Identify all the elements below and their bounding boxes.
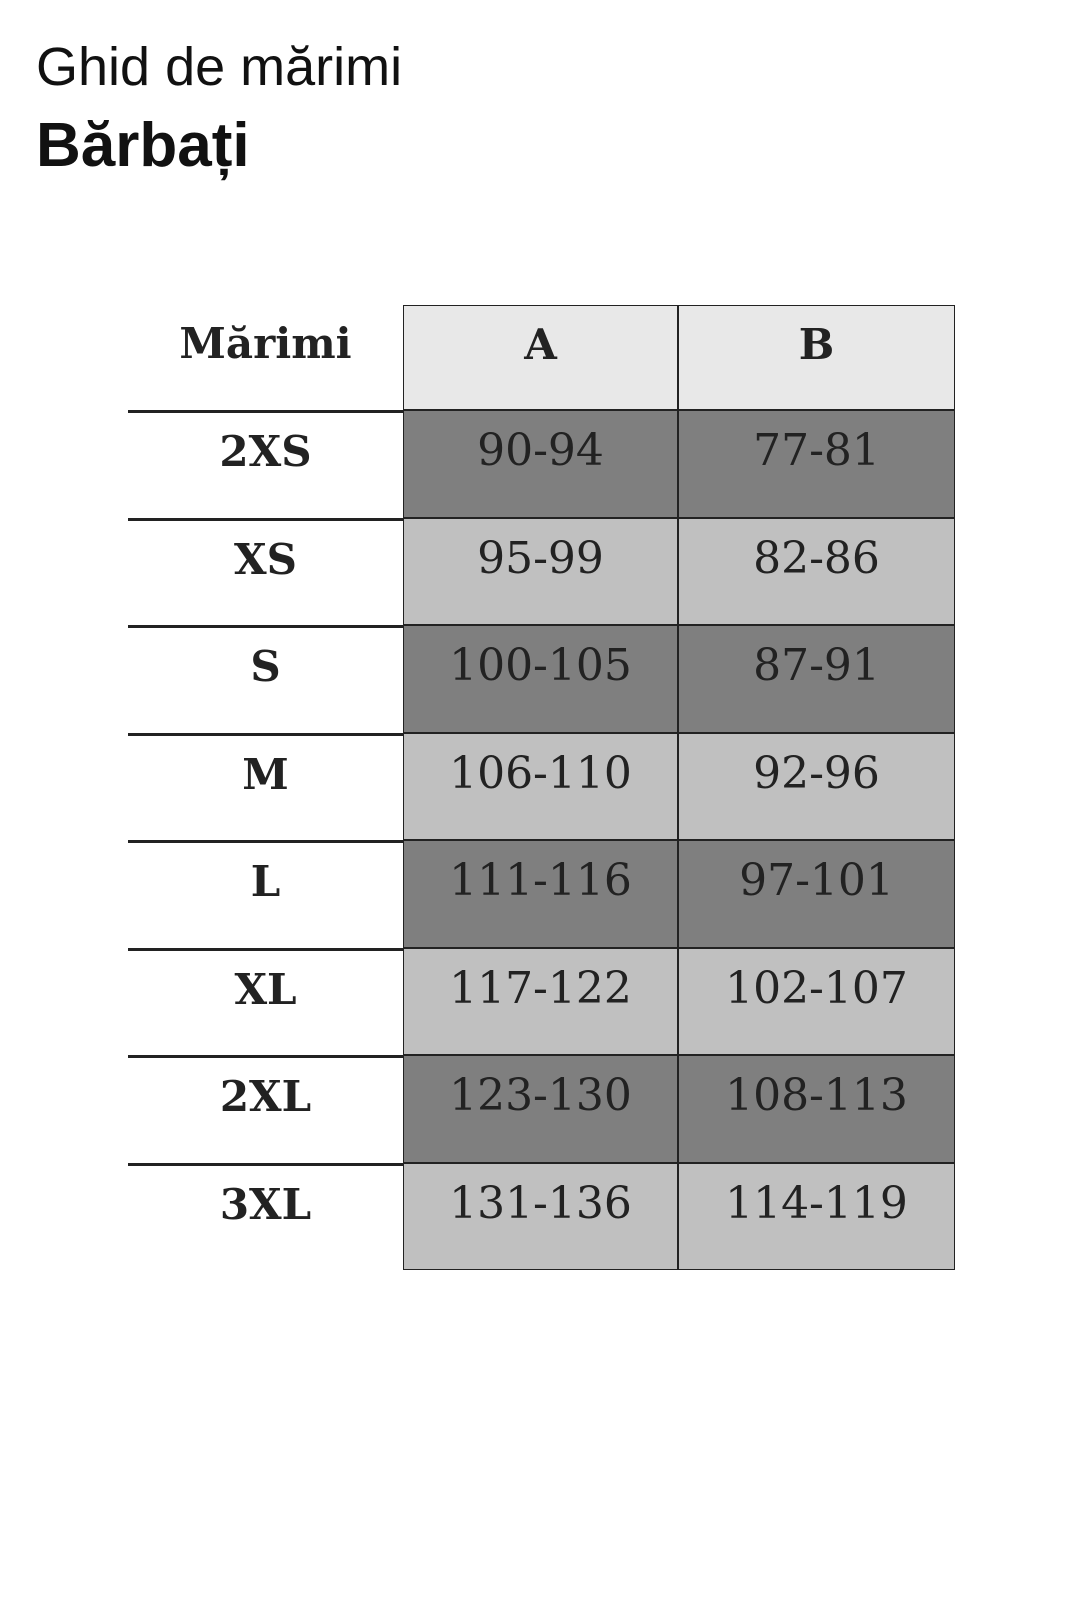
size-label: 2XS: [128, 410, 403, 518]
measurement: 131-136: [403, 1162, 678, 1270]
measurement: 102-107: [678, 947, 955, 1055]
measurement: 117-122: [403, 947, 678, 1055]
measurement: 90-94: [403, 410, 678, 518]
page-title: Ghid de mărimi: [36, 37, 403, 97]
size-label: S: [128, 625, 403, 733]
measurement: 77-81: [678, 410, 955, 518]
measurement: 111-116: [403, 840, 678, 948]
size-label: XS: [128, 517, 403, 626]
size-label: M: [128, 732, 403, 841]
size-label: 2XL: [128, 1055, 403, 1163]
size-label: L: [128, 840, 403, 948]
measurement: 92-96: [678, 732, 955, 840]
page-subtitle: Bărbați: [36, 111, 250, 180]
size-label: XL: [128, 947, 403, 1056]
measurement: 114-119: [678, 1162, 955, 1270]
measurement: 100-105: [403, 625, 678, 733]
measurement: 87-91: [678, 625, 955, 733]
measurement: 106-110: [403, 732, 678, 840]
measurement: 123-130: [403, 1055, 678, 1163]
column-header: B: [678, 305, 955, 410]
measurement: 82-86: [678, 517, 955, 625]
measurement: 95-99: [403, 517, 678, 625]
size-label: 3XL: [128, 1162, 403, 1271]
column-header: A: [403, 305, 678, 410]
measurement: 108-113: [678, 1055, 955, 1163]
measurement: 97-101: [678, 840, 955, 948]
column-header: Mărimi: [179, 319, 352, 368]
